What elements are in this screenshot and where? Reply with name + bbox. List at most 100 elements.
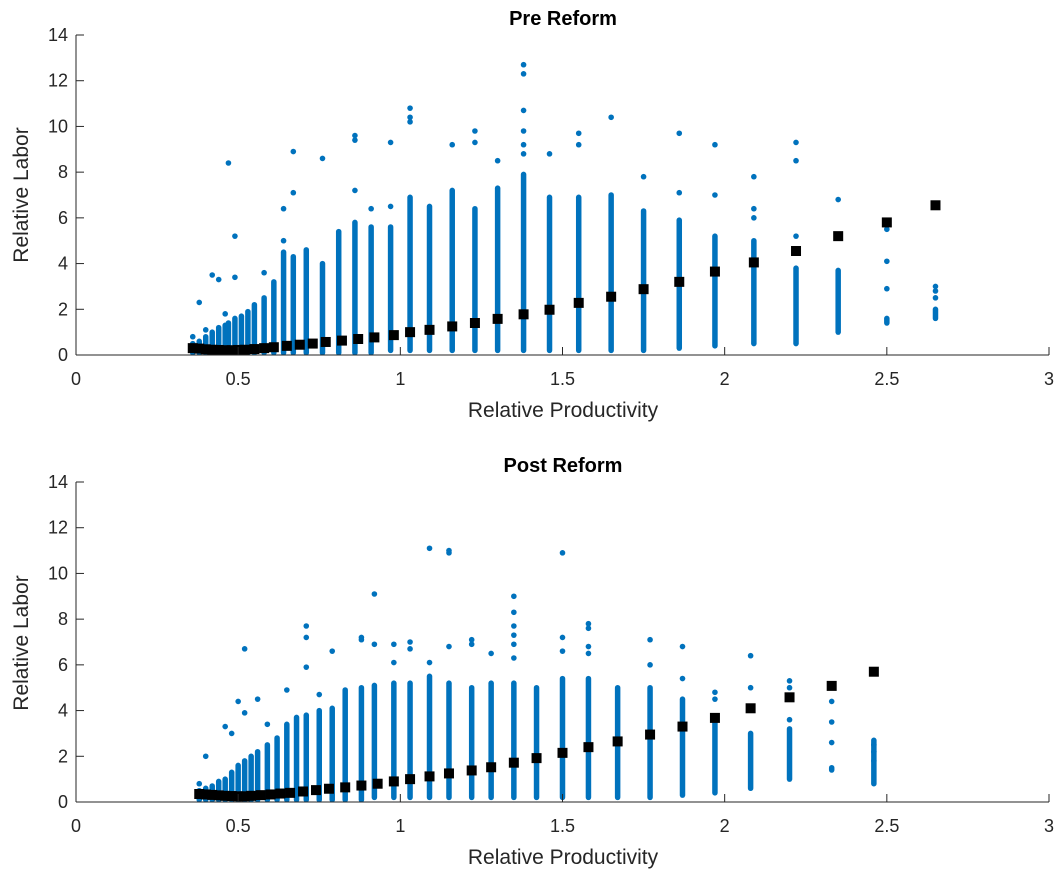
scatter-point	[511, 593, 517, 600]
scatter-point	[329, 648, 336, 654]
scatter-point	[232, 274, 238, 281]
x-tick-label: 3	[1044, 816, 1054, 836]
mean-marker	[466, 765, 477, 776]
mean-marker	[220, 790, 231, 801]
mean-marker	[226, 791, 237, 802]
scatter-point	[676, 130, 683, 137]
scatter-point	[712, 696, 718, 702]
scatter-point	[520, 71, 527, 77]
scatter-point	[747, 652, 754, 659]
mean-marker	[405, 774, 416, 785]
y-tick-label: 6	[58, 208, 68, 228]
scatter-point	[520, 61, 527, 68]
mean-marker	[557, 747, 568, 758]
scatter-point	[520, 141, 527, 148]
mean-marker	[340, 782, 351, 793]
mean-marker	[307, 338, 318, 349]
mean-marker	[645, 729, 656, 740]
y-tick-label: 0	[58, 345, 68, 365]
mean-marker	[443, 768, 454, 779]
scatter-point	[407, 119, 413, 125]
y-tick-label: 10	[48, 563, 68, 583]
y-axis-label: Relative Labor	[10, 575, 33, 710]
scatter-point	[751, 173, 757, 180]
scatter-point	[426, 659, 433, 666]
scatter-point	[884, 285, 890, 292]
scatter-point	[371, 641, 378, 648]
scatter-point	[407, 114, 413, 121]
scatter-point	[932, 295, 939, 301]
scatter-point	[228, 730, 235, 737]
scatter-point	[786, 678, 793, 684]
mean-marker	[709, 712, 720, 723]
scatter-point	[241, 646, 248, 652]
mean-marker	[745, 703, 756, 714]
scatter-point	[786, 684, 793, 691]
scatter-point	[932, 288, 939, 294]
y-tick-label: 10	[48, 116, 68, 136]
chart-title: Pre Reform	[509, 8, 617, 30]
y-tick-label: 14	[48, 472, 68, 492]
mean-marker	[281, 340, 292, 351]
scatter-point	[196, 299, 203, 306]
x-tick-label: 0.5	[226, 369, 251, 389]
scatter-point	[232, 233, 238, 239]
scatter-point	[679, 643, 686, 650]
scatter-point	[511, 632, 517, 638]
y-axis-label: Relative Labor	[10, 127, 33, 262]
scatter-point	[793, 233, 799, 239]
y-tick-label: 4	[58, 701, 68, 721]
scatter-point	[303, 634, 310, 641]
scatter-point	[585, 620, 592, 627]
scatter-point	[835, 196, 841, 203]
mean-marker	[369, 332, 380, 343]
mean-marker	[447, 321, 458, 332]
mean-marker	[285, 787, 296, 798]
x-tick-label: 0.5	[226, 816, 251, 836]
scatter-point	[828, 698, 835, 705]
scatter-point	[196, 780, 203, 787]
scatter-point	[884, 226, 890, 233]
scatter-point	[215, 276, 222, 283]
scatter-point	[640, 173, 647, 180]
scatter-point	[472, 139, 478, 146]
chart-title: Post Reform	[504, 455, 623, 477]
scatter-point	[932, 283, 939, 290]
scatter-point	[559, 550, 566, 556]
mean-marker	[677, 721, 688, 732]
scatter-point	[520, 107, 527, 114]
mean-marker	[791, 246, 802, 256]
scatter-point	[264, 721, 271, 728]
mean-marker	[207, 789, 218, 800]
axes: 0 0.5 1 1.5 2 2.5 3 0 2 4 6 8 10 12 14	[48, 25, 1054, 389]
x-tick-label: 1	[395, 369, 405, 389]
mean-marker	[372, 778, 383, 789]
scatter-point	[358, 636, 365, 643]
scatter-point	[235, 698, 241, 705]
mean-marker	[469, 318, 480, 328]
scatter-point	[368, 205, 374, 212]
scatter-point	[585, 643, 592, 650]
x-tick-label: 0	[71, 369, 81, 389]
mean-marker	[573, 297, 584, 308]
scatter-point	[871, 758, 877, 764]
mean-marker	[239, 344, 250, 355]
mean-marker	[930, 200, 941, 211]
scatter-point	[871, 748, 877, 755]
x-tick-label: 1	[395, 816, 405, 836]
mean-marker	[638, 284, 649, 295]
scatter-point	[280, 237, 287, 244]
mean-marker	[298, 786, 309, 797]
x-tick-label: 1.5	[550, 816, 575, 836]
scatter-point	[284, 687, 290, 693]
mean-series	[187, 200, 941, 356]
scatter-point	[608, 114, 614, 121]
x-tick-label: 2	[720, 369, 730, 389]
mean-marker	[194, 343, 205, 354]
mean-marker	[200, 789, 211, 800]
scatter-point	[189, 333, 196, 340]
mean-marker	[492, 313, 503, 324]
mean-marker	[388, 330, 399, 341]
mean-marker	[265, 789, 276, 800]
